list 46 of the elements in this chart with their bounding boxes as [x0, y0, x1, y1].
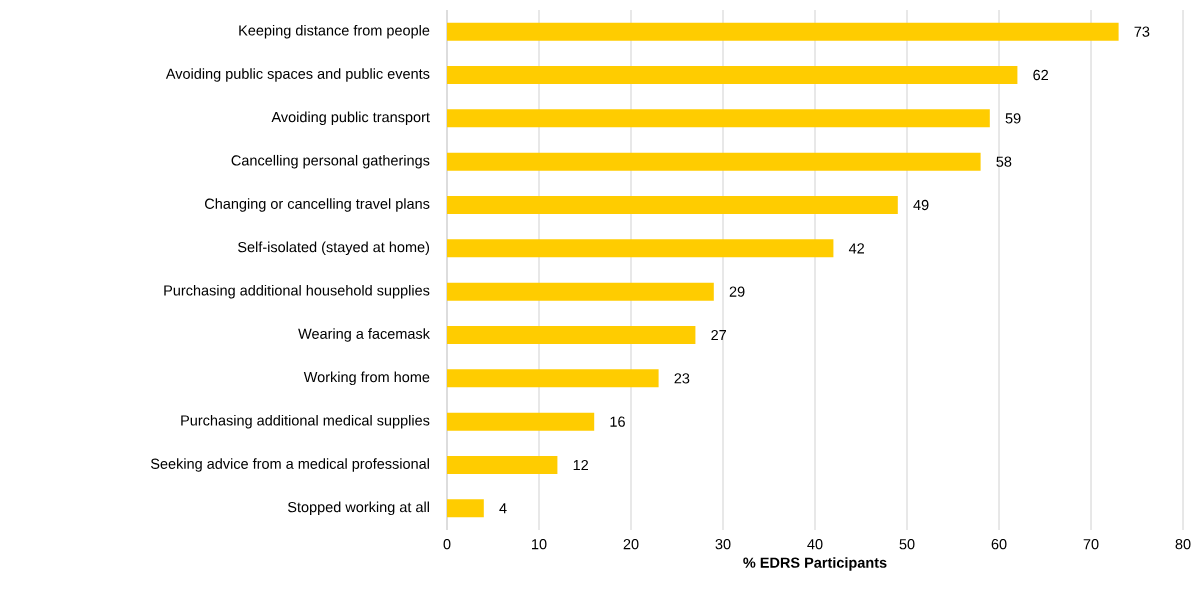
y-tick-label: Avoiding public spaces and public events	[165, 68, 430, 82]
data-label: 16	[610, 416, 625, 427]
data-label: 49	[913, 199, 929, 211]
bar	[447, 412, 595, 431]
data-label: 4	[499, 503, 507, 514]
data-label: 59	[1005, 113, 1021, 124]
x-tick-label: 70	[1083, 539, 1099, 550]
data-label: 42	[848, 243, 865, 254]
y-tick-label: Changing or cancelling travel plans	[205, 198, 430, 212]
y-tick-label: Keeping distance from people	[239, 24, 430, 39]
y-tick-label: Seeking advice from a medical professional	[150, 458, 429, 472]
bar	[447, 456, 558, 474]
x-tick-label: 40	[807, 539, 823, 550]
x-tick-label: 30	[715, 539, 731, 550]
data-label: 27	[711, 329, 727, 341]
x-tick-label: 10	[532, 539, 547, 550]
data-label: 29	[729, 286, 745, 297]
y-tick-label: Purchasing additional household supplies	[164, 284, 430, 299]
x-tick-label: 50	[899, 539, 915, 550]
bar	[447, 282, 714, 301]
data-label: 73	[1134, 26, 1150, 37]
y-tick-label: Purchasing additional medical supplies	[181, 414, 430, 429]
x-tick-label: 20	[623, 539, 639, 550]
y-tick-label: Self-isolated (stayed at home)	[238, 241, 430, 256]
data-label: 58	[996, 156, 1012, 167]
bar	[447, 152, 981, 171]
x-tick-label: 80	[1175, 539, 1191, 550]
data-label: 23	[674, 373, 690, 384]
y-tick-label: Stopped working at all	[287, 501, 429, 516]
bar	[447, 326, 696, 344]
data-label: 12	[573, 459, 589, 471]
bar	[447, 109, 990, 128]
x-tick-label: 60	[991, 539, 1007, 550]
x-axis-title: % EDRS Participants	[743, 557, 887, 571]
data-label: 62	[1033, 69, 1049, 81]
y-tick-label: Avoiding public transport	[271, 111, 430, 126]
y-tick-label: Cancelling personal gatherings	[231, 154, 430, 169]
bar	[447, 66, 1018, 84]
x-tick-label: 0	[443, 539, 451, 550]
y-tick-label: Wearing a facemask	[298, 328, 430, 342]
bar	[447, 196, 898, 214]
bar	[447, 369, 659, 388]
y-tick-label: Working from home	[303, 371, 430, 386]
bar	[447, 22, 1119, 41]
bar	[447, 239, 834, 258]
bar	[447, 499, 484, 518]
